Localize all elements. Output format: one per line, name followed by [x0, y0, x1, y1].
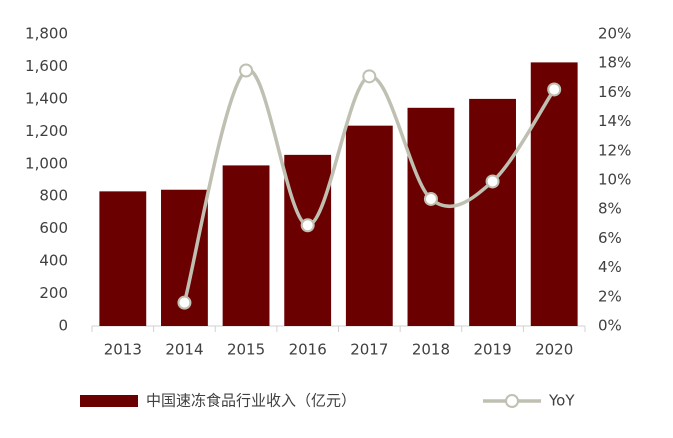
y-tick-label: 1,000: [25, 154, 68, 172]
line-point: [362, 69, 377, 84]
bar: [469, 98, 516, 326]
y2-tick-label: 20%: [598, 25, 631, 43]
x-tick-label: 2015: [227, 341, 265, 359]
legend-swatch: [80, 395, 138, 407]
y2-tick-label: 8%: [598, 200, 622, 218]
y-tick-label: 600: [39, 219, 68, 237]
y-tick-label: 200: [39, 284, 68, 302]
y-tick-label: 800: [39, 187, 68, 205]
x-tick-label: 2017: [350, 341, 388, 359]
bar: [530, 62, 578, 327]
line-point: [177, 295, 192, 310]
line: [182, 68, 556, 304]
y2-tick-label: 10%: [598, 171, 631, 189]
x-tick-label: 2014: [165, 341, 203, 359]
bar: [99, 191, 147, 326]
y-tick-label: 0: [58, 317, 68, 335]
legend-label: 中国速冻食品行业收入（亿元）: [146, 392, 356, 410]
bar: [345, 125, 393, 327]
y-tick-label: 1,400: [25, 89, 68, 107]
y2-tick-label: 12%: [598, 141, 631, 159]
y2-tick-label: 2%: [598, 287, 622, 305]
y2-tick-label: 16%: [598, 83, 631, 101]
bar: [284, 154, 332, 326]
line-point: [300, 218, 315, 233]
line-point: [239, 63, 254, 78]
y2-tick-label: 18%: [598, 54, 631, 72]
line-point: [485, 174, 500, 189]
y-tick-label: 400: [39, 252, 68, 270]
y-tick-label: 1,200: [25, 122, 68, 140]
y2-tick-label: 0%: [598, 317, 622, 335]
x-tick-label: 2013: [104, 341, 142, 359]
x-tick-label: 2016: [289, 341, 327, 359]
legend-marker: [505, 394, 519, 408]
line-point: [423, 191, 438, 206]
bar: [222, 165, 270, 326]
bar: [407, 107, 455, 326]
legend-label: YoY: [548, 392, 575, 410]
x-tick-label: 2019: [473, 341, 511, 359]
y-tick-label: 1,800: [25, 25, 68, 43]
x-tick-label: 2018: [412, 341, 450, 359]
line-point: [547, 82, 562, 97]
y2-tick-label: 14%: [598, 112, 631, 130]
y2-tick-label: 6%: [598, 229, 622, 247]
y2-tick-label: 4%: [598, 258, 622, 276]
x-tick-label: 2020: [535, 341, 573, 359]
y-tick-label: 1,600: [25, 57, 68, 75]
